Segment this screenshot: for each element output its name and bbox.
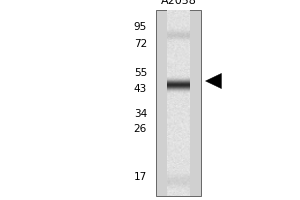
Text: 43: 43 <box>134 84 147 94</box>
Text: 17: 17 <box>134 172 147 182</box>
Text: 95: 95 <box>134 22 147 32</box>
Bar <box>156 10 201 196</box>
Text: A2058: A2058 <box>160 0 196 6</box>
Text: 26: 26 <box>134 124 147 134</box>
Bar <box>167 10 190 196</box>
Text: 55: 55 <box>134 68 147 78</box>
Text: 34: 34 <box>134 109 147 119</box>
Polygon shape <box>206 73 221 89</box>
Text: 72: 72 <box>134 39 147 49</box>
